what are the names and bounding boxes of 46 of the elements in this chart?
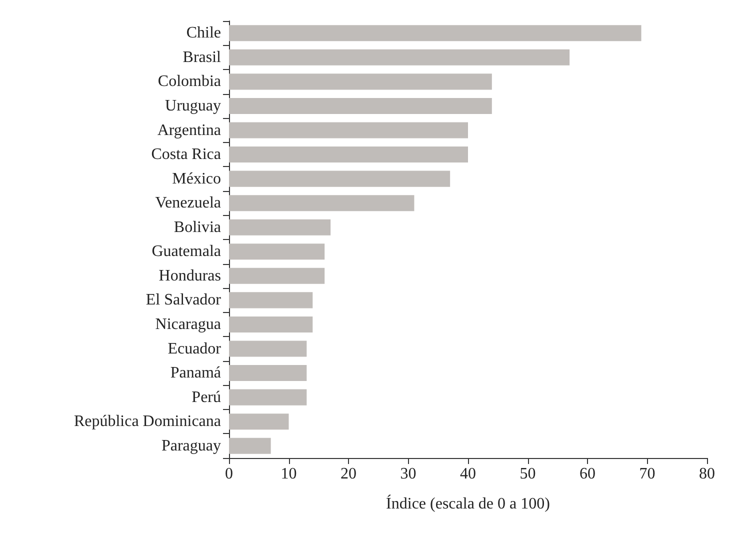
y-tick-label: Guatemala — [152, 243, 221, 260]
y-tick-label: México — [172, 170, 221, 188]
bar — [229, 170, 450, 187]
y-tick-label: Brasil — [182, 48, 222, 66]
y-tick-label: Perú — [192, 388, 221, 406]
x-tick-label: 30 — [400, 466, 416, 482]
x-tick-label: 20 — [340, 466, 356, 482]
bar — [229, 316, 313, 332]
x-tick-label: 40 — [460, 466, 476, 482]
bar — [229, 438, 271, 454]
bar — [229, 49, 570, 66]
bar — [229, 414, 289, 430]
bar — [229, 292, 313, 308]
bar — [229, 74, 492, 90]
y-tick-label: Bolivia — [174, 218, 221, 236]
y-tick-label: Ecuador — [168, 340, 222, 358]
x-tick-label: 0 — [225, 466, 233, 482]
y-tick-label: Costa Rica — [151, 146, 221, 164]
bar — [229, 268, 325, 284]
x-tick-label: 10 — [280, 466, 297, 482]
x-tick-label: 70 — [639, 466, 656, 482]
bar — [229, 389, 307, 406]
x-tick-label: 60 — [580, 466, 596, 482]
bar — [229, 365, 307, 382]
y-tick-label: Uruguay — [165, 97, 221, 114]
x-tick-label: 80 — [699, 466, 715, 482]
x-tick-label: 50 — [520, 466, 536, 482]
y-tick-label: Colombia — [158, 73, 221, 90]
bar — [229, 244, 325, 260]
bar — [229, 195, 414, 212]
y-tick-label: Chile — [186, 24, 221, 42]
y-tick-label: Panamá — [170, 364, 221, 382]
bar — [229, 98, 492, 114]
y-tick-label: Argentina — [157, 122, 221, 139]
y-tick-label: Honduras — [158, 267, 221, 284]
x-axis-title: Índice (escala de 0 a 100) — [386, 494, 550, 512]
y-tick-label: Venezuela — [155, 194, 221, 212]
y-tick-label: Paraguay — [161, 437, 221, 454]
y-tick-label: Nicaragua — [155, 316, 221, 333]
bar — [229, 146, 468, 163]
bar — [229, 25, 642, 42]
bar — [229, 122, 468, 138]
y-tick-label: República Dominicana — [74, 413, 221, 430]
bar — [229, 219, 331, 236]
y-tick-label: El Salvador — [146, 292, 222, 309]
bar — [229, 340, 307, 357]
